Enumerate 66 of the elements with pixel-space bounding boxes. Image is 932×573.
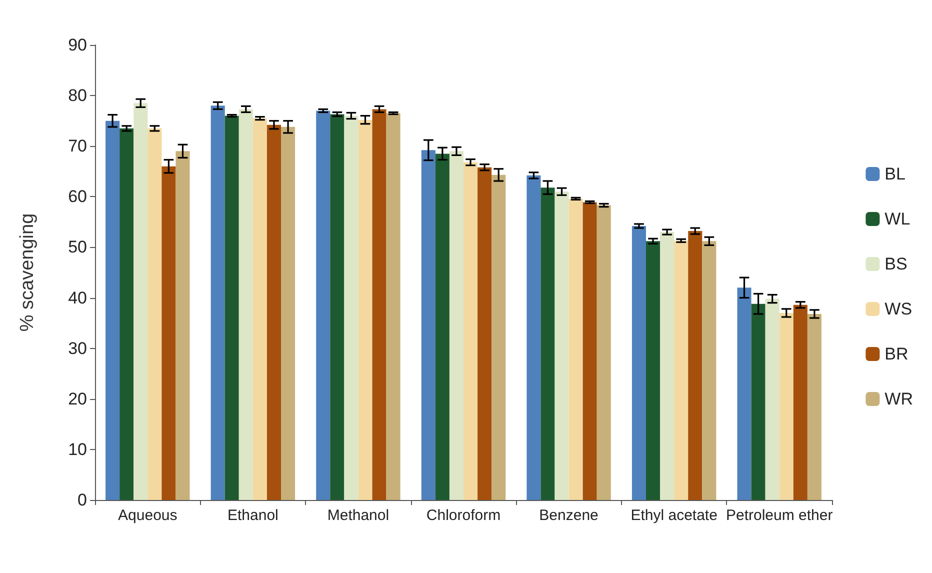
bar — [568, 198, 583, 500]
bar — [596, 205, 611, 500]
y-axis-title: % scavenging — [17, 213, 38, 332]
x-tick-label: Ethanol — [227, 507, 278, 524]
bar — [266, 124, 282, 500]
bar — [779, 312, 794, 500]
bar — [449, 151, 464, 500]
bar — [688, 231, 702, 500]
bar — [344, 116, 358, 500]
bar — [162, 166, 176, 500]
y-tick-label: 10 — [68, 440, 87, 459]
y-tick-label: 60 — [68, 187, 87, 206]
bar — [646, 241, 660, 500]
bar — [238, 109, 253, 500]
bar — [751, 304, 766, 500]
bar — [765, 298, 780, 500]
bar — [148, 128, 162, 500]
bar — [526, 175, 541, 500]
bar — [737, 288, 752, 500]
bar — [330, 114, 344, 500]
bar — [224, 116, 239, 500]
x-tick-label: Aqueous — [118, 507, 178, 524]
y-tick-label: 90 — [68, 36, 87, 54]
bar — [316, 110, 330, 500]
bar — [435, 154, 450, 500]
y-tick-label: 20 — [68, 389, 87, 408]
y-tick-label: 50 — [68, 238, 87, 257]
x-tick-label: Methanol — [327, 507, 390, 524]
bar — [660, 232, 674, 500]
legend-label: BR — [884, 344, 908, 364]
bar — [281, 126, 296, 500]
x-tick-label: Petroleum ether — [726, 507, 833, 524]
bar — [252, 118, 267, 500]
legend-label: BL — [884, 164, 906, 184]
bar — [807, 314, 822, 500]
bar — [464, 162, 478, 500]
bar — [210, 106, 225, 500]
bar — [582, 202, 597, 500]
legend-label: BS — [884, 254, 908, 274]
bar — [793, 304, 808, 500]
x-tick-label: Benzene — [539, 507, 598, 524]
bar — [702, 241, 716, 500]
bar — [540, 188, 555, 500]
bar — [358, 120, 372, 500]
legend-label: WR — [884, 390, 914, 408]
x-tick-label: Ethyl acetate — [630, 507, 718, 524]
bar — [554, 192, 569, 500]
y-tick-label: 40 — [68, 288, 87, 308]
bar — [106, 120, 120, 500]
legend-label: WL — [884, 210, 910, 228]
y-tick-label: 80 — [68, 86, 87, 106]
bar — [176, 151, 190, 500]
bar — [372, 109, 386, 500]
y-tick-label: 0 — [78, 490, 87, 510]
y-tick-label: 70 — [68, 136, 87, 156]
bar — [134, 103, 148, 500]
bar — [632, 226, 646, 500]
bar — [421, 150, 436, 500]
bar — [492, 174, 506, 500]
bar — [120, 128, 134, 500]
bar — [478, 167, 492, 500]
legend-label: WS — [884, 300, 912, 318]
x-tick-label: Chloroform — [426, 507, 501, 524]
bar — [386, 113, 400, 500]
y-tick-label: 30 — [68, 338, 87, 358]
bar — [674, 240, 688, 500]
